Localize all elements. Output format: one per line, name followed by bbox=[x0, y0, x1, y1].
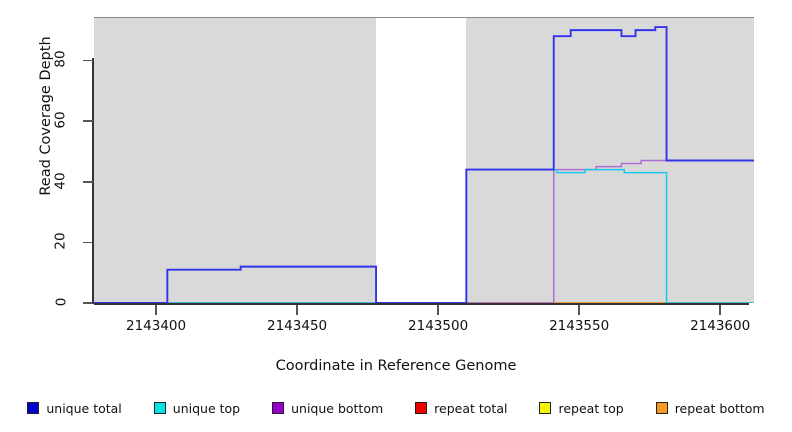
legend-swatch-icon bbox=[153, 402, 166, 414]
legend-swatch-icon bbox=[27, 402, 40, 414]
legend-label: repeat top bbox=[558, 400, 624, 416]
x-tick-label-2143500: 2143500 bbox=[408, 318, 469, 334]
y-tick-mark-60 bbox=[83, 120, 93, 122]
x-tick-label-2143600: 2143600 bbox=[690, 318, 751, 334]
x-tick-mark-2143550 bbox=[578, 305, 580, 315]
shaded-band-1 bbox=[94, 18, 377, 303]
chart-legend: unique total unique top unique bottom repea… bbox=[0, 398, 792, 418]
x-tick-mark-2143500 bbox=[437, 305, 439, 315]
legend-swatch-icon bbox=[272, 402, 285, 414]
x-tick-mark-2143600 bbox=[719, 305, 721, 315]
series-lines bbox=[94, 26, 754, 303]
legend-swatch-icon bbox=[655, 402, 668, 414]
legend-label: repeat bottom bbox=[674, 400, 765, 416]
y-tick-mark-80 bbox=[83, 59, 93, 62]
series-line-unique-bottom bbox=[94, 159, 754, 303]
legend-item-repeat-total[interactable]: repeat total bbox=[415, 401, 507, 416]
legend-item-repeat-bottom[interactable]: repeat bottom bbox=[655, 400, 765, 416]
legend-item-unique-bottom[interactable]: unique bottom bbox=[272, 401, 383, 416]
series-line-unique-total bbox=[94, 26, 754, 303]
y-tick-label-40: 40 bbox=[53, 172, 69, 190]
x-tick-label-2143400: 2143400 bbox=[125, 318, 187, 334]
y-tick-mark-0 bbox=[83, 302, 93, 304]
y-tick-label-80: 80 bbox=[53, 50, 69, 69]
legend-label: unique top bbox=[172, 400, 241, 416]
legend-item-unique-total[interactable]: unique total bbox=[27, 400, 122, 416]
legend-item-repeat-top[interactable]: repeat top bbox=[539, 400, 624, 416]
x-tick-mark-2143400 bbox=[155, 305, 157, 315]
panel-top-border bbox=[94, 17, 754, 19]
legend-label: repeat total bbox=[434, 400, 508, 416]
y-tick-label-60: 60 bbox=[53, 111, 69, 129]
y-tick-mark-20 bbox=[83, 241, 93, 244]
legend-label: unique bottom bbox=[291, 400, 384, 416]
y-tick-label-0: 0 bbox=[53, 297, 69, 307]
series-line-unique-top bbox=[94, 168, 754, 303]
plot-panel bbox=[94, 18, 754, 303]
legend-swatch-icon bbox=[539, 402, 552, 414]
legend-swatch-icon bbox=[415, 402, 428, 414]
x-axis-title: Coordinate in Reference Genome bbox=[275, 358, 517, 374]
x-axis-line bbox=[94, 303, 749, 305]
x-tick-mark-2143450 bbox=[296, 305, 298, 315]
y-tick-mark-40 bbox=[83, 180, 93, 183]
legend-label: unique total bbox=[46, 400, 122, 416]
legend-item-unique-top[interactable]: unique top bbox=[153, 400, 241, 416]
x-tick-label-2143450: 2143450 bbox=[267, 318, 328, 334]
x-tick-label-2143550: 2143550 bbox=[549, 318, 610, 334]
y-tick-label-20: 20 bbox=[53, 232, 69, 250]
